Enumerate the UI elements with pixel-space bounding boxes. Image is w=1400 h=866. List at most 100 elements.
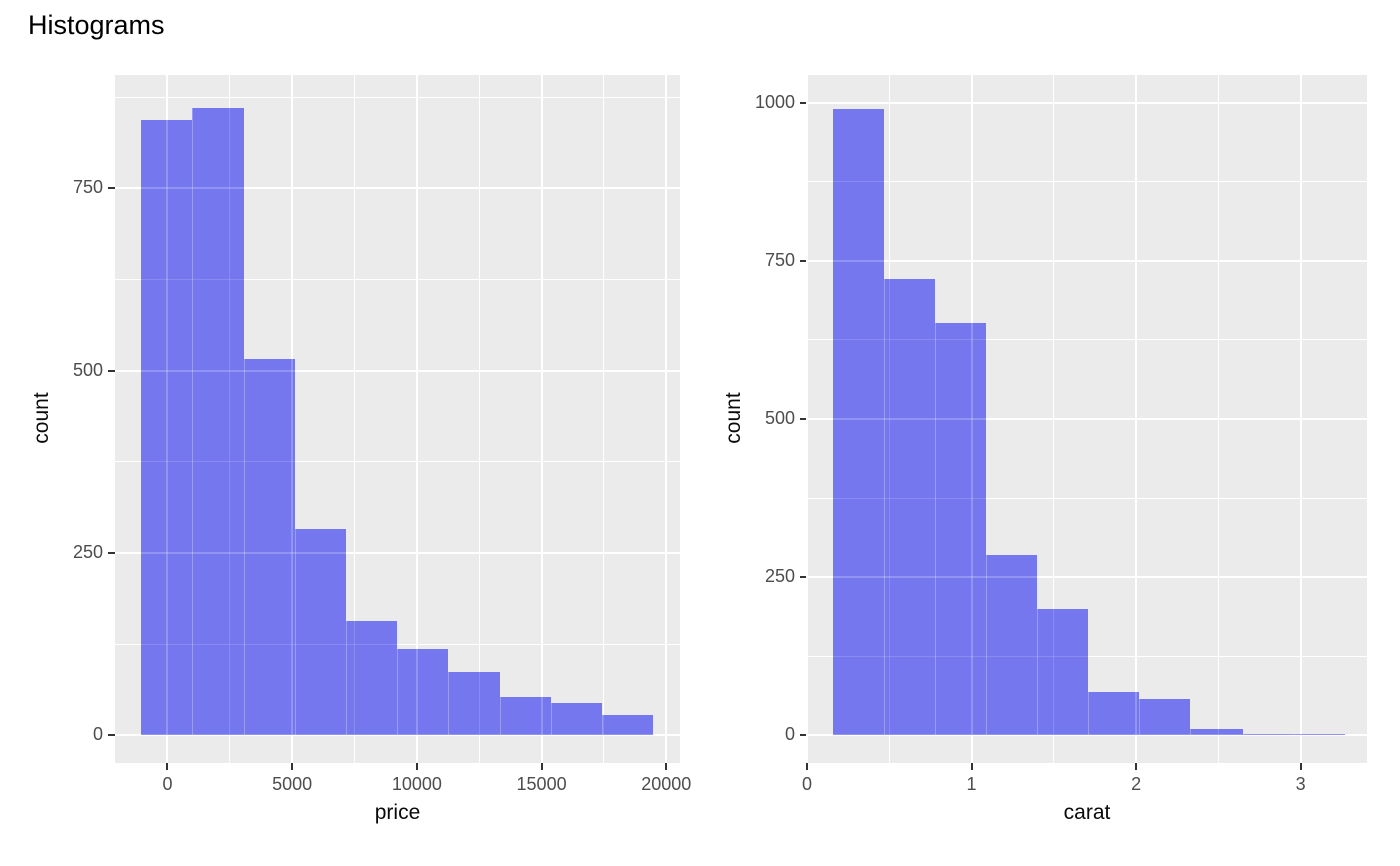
major-gridline-x — [665, 75, 668, 763]
y-tick-label: 750 — [764, 249, 795, 270]
y-tick-label: 0 — [784, 724, 795, 745]
y-tick-mark — [800, 418, 807, 421]
major-gridline-y — [807, 259, 1367, 262]
major-gridline-x — [806, 75, 808, 763]
histogram-bar — [243, 359, 295, 736]
minor-gridline-y — [807, 497, 1367, 499]
major-gridline-x — [166, 75, 169, 763]
y-axis-label: count — [30, 392, 53, 444]
major-gridline-x — [665, 75, 668, 763]
minor-gridline-y — [115, 96, 680, 98]
major-gridline-y — [807, 576, 1367, 579]
histogram-bar — [141, 119, 193, 736]
y-tick-mark — [800, 576, 807, 579]
major-gridline-y — [807, 418, 1367, 421]
major-gridline-y — [807, 576, 1367, 579]
histogram-bar — [397, 649, 449, 736]
minor-gridline-x — [478, 75, 480, 763]
histogram-bar — [1139, 698, 1191, 736]
minor-gridline-y — [115, 279, 680, 280]
x-tick-label: 5000 — [272, 774, 313, 794]
y-tick-label: 500 — [72, 359, 103, 380]
minor-gridline-y — [807, 181, 1367, 183]
x-axis-label: price — [374, 801, 421, 824]
histogram-bar — [499, 696, 551, 736]
x-tick-label: 0 — [162, 774, 173, 794]
x-tick-mark — [970, 763, 973, 770]
minor-gridline-y — [115, 461, 680, 463]
major-gridline-x — [1135, 75, 1138, 763]
major-gridline-y — [115, 187, 680, 190]
major-gridline-x — [540, 75, 543, 763]
major-gridline-y — [115, 552, 680, 555]
minor-gridline-y — [115, 279, 680, 280]
histogram-bar — [448, 672, 500, 736]
minor-gridline-x — [1217, 75, 1219, 763]
price-histogram-chart: 0 5000 10000 15000 20000 0 250 500 750 price count — [30, 75, 691, 824]
major-gridline-x — [540, 75, 543, 763]
y-tick-label: 250 — [764, 566, 795, 587]
major-gridline-y — [115, 369, 680, 372]
y-tick-mark — [108, 552, 115, 555]
histogram-bar — [550, 702, 603, 736]
major-gridline-y — [807, 734, 1367, 737]
x-axis-label: carat — [1063, 801, 1111, 824]
y-tick-label: 750 — [72, 177, 103, 198]
minor-gridline-x — [888, 75, 890, 763]
histogram-bar — [192, 108, 244, 736]
major-gridline-x — [1135, 75, 1138, 763]
minor-gridline-y — [115, 461, 680, 463]
histogram-bar — [1243, 734, 1295, 736]
page-title: Histograms — [28, 10, 165, 40]
carat-histogram-chart: 0 1 2 3 0 250 500 750 1000 carat count — [700, 0, 1400, 866]
x-tick-label: 2 — [1131, 774, 1142, 794]
histogram-bar — [1088, 692, 1140, 736]
major-gridline-y — [807, 734, 1367, 737]
major-gridline-y — [807, 259, 1367, 262]
y-tick-mark — [108, 734, 115, 737]
x-tick-mark — [166, 763, 169, 770]
major-gridline-y — [115, 187, 680, 190]
minor-gridline-x — [603, 75, 605, 763]
y-tick-mark — [108, 369, 115, 372]
x-tick-label: 1 — [966, 774, 977, 794]
minor-gridline-y — [807, 339, 1367, 341]
y-tick-mark — [108, 187, 115, 190]
major-gridline-y — [807, 418, 1367, 421]
major-gridline-x — [415, 75, 418, 763]
histogram-bar — [1294, 734, 1346, 736]
histogram-bar — [346, 620, 398, 736]
major-gridline-y — [115, 734, 680, 737]
histogram-bar — [986, 555, 1038, 736]
minor-gridline-y — [807, 181, 1367, 183]
histogram-bar — [1190, 729, 1244, 736]
x-tick-mark — [1135, 763, 1138, 770]
x-tick-mark — [415, 763, 418, 770]
x-tick-mark — [665, 763, 668, 770]
histogram-bar — [602, 715, 654, 736]
major-gridline-x — [970, 75, 973, 763]
histogram-bar — [1037, 608, 1089, 736]
x-tick-mark — [291, 763, 294, 770]
major-gridline-y — [115, 552, 680, 555]
x-tick-mark — [806, 763, 808, 770]
y-tick-label: 500 — [764, 408, 795, 429]
minor-gridline-x — [603, 75, 605, 763]
minor-gridline-y — [115, 643, 680, 645]
minor-gridline-x — [354, 75, 356, 763]
x-tick-label: 3 — [1295, 774, 1306, 794]
minor-gridline-y — [807, 339, 1367, 341]
minor-gridline-y — [115, 643, 680, 645]
x-tick-mark — [540, 763, 543, 770]
y-tick-mark — [800, 259, 807, 262]
y-tick-label: 250 — [72, 542, 103, 563]
histogram-bar — [935, 322, 987, 736]
y-tick-mark — [800, 734, 807, 737]
y-tick-label: 0 — [92, 724, 103, 745]
minor-gridline-x — [478, 75, 480, 763]
major-gridline-x — [291, 75, 294, 763]
x-tick-label: 10000 — [391, 774, 442, 794]
histogram-bar — [294, 529, 347, 736]
y-axis-label: count — [722, 392, 745, 444]
minor-gridline-y — [807, 655, 1367, 657]
